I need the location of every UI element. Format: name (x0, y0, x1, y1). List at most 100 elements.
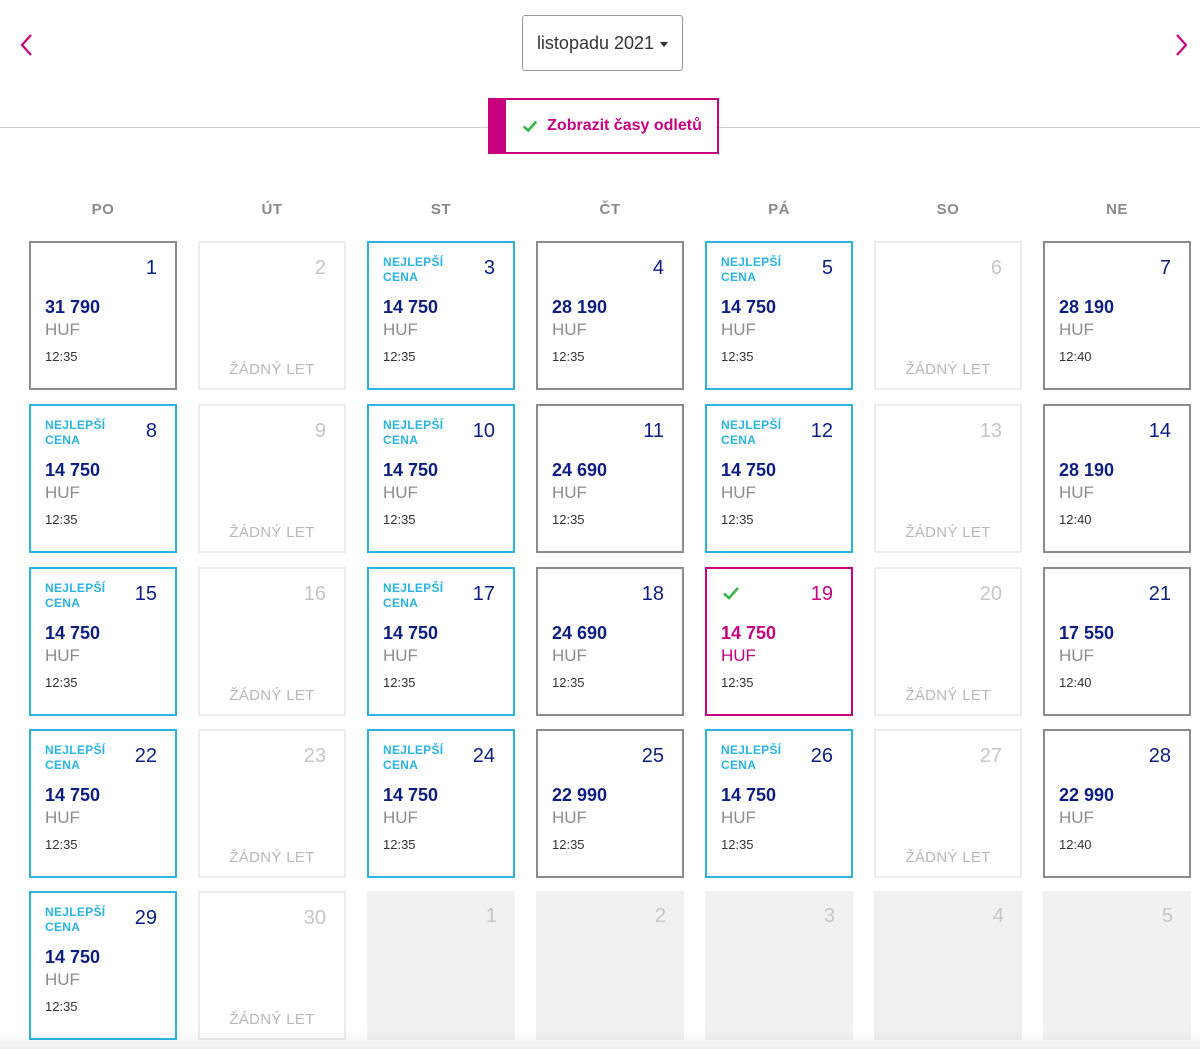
calendar-day[interactable]: NEJLEPŠÍ CENA 29 14 750 HUF 12:35 (29, 891, 177, 1040)
calendar-day[interactable]: 25 22 990 HUF 12:35 (536, 729, 684, 878)
weekday-mon: PO (91, 201, 115, 218)
fare-currency: HUF (552, 483, 587, 502)
day-number: 27 (979, 745, 1002, 767)
departure-time: 12:35 (45, 349, 78, 364)
month-select[interactable]: listopadu 2021 (522, 15, 683, 71)
calendar-day[interactable]: 1 31 790 HUF 12:35 (29, 241, 177, 390)
day-number: 29 (134, 907, 157, 929)
no-flight-label: ŽÁDNÝ LET (229, 687, 315, 704)
departure-time: 12:40 (1059, 512, 1092, 527)
checkmark-icon (522, 120, 538, 133)
day-number: 3 (823, 905, 835, 927)
calendar-day[interactable]: 21 17 550 HUF 12:40 (1043, 567, 1191, 716)
fare-price: 22 990 (1059, 785, 1115, 805)
calendar-day-outside-month: 2 (536, 891, 684, 1040)
fare-currency: HUF (721, 320, 756, 339)
fare-price: 14 750 (45, 623, 101, 643)
no-flight-label: ŽÁDNÝ LET (229, 849, 315, 866)
calendar-day[interactable]: 18 24 690 HUF 12:35 (536, 567, 684, 716)
calendar-day[interactable]: 19 14 750 HUF 12:35 (705, 567, 853, 716)
caret-down-icon (660, 41, 669, 47)
day-number: 15 (134, 583, 157, 605)
fare-currency: HUF (45, 646, 80, 665)
toggle-label: Zobrazit časy odletů (547, 117, 702, 134)
departure-time: 12:35 (383, 837, 416, 852)
show-departure-times-toggle[interactable]: Zobrazit časy odletů (488, 98, 719, 154)
calendar-day[interactable]: NEJLEPŠÍ CENA 10 14 750 HUF 12:35 (367, 404, 515, 553)
next-month-button[interactable] (1166, 30, 1196, 60)
calendar-day[interactable]: 28 22 990 HUF 12:40 (1043, 729, 1191, 878)
calendar-day: 20 ŽÁDNÝ LET (874, 567, 1022, 716)
weekday-fri: PÁ (768, 201, 790, 218)
fare-price: 14 750 (383, 785, 439, 805)
calendar-day[interactable]: NEJLEPŠÍ CENA 12 14 750 HUF 12:35 (705, 404, 853, 553)
calendar-day[interactable]: 14 28 190 HUF 12:40 (1043, 404, 1191, 553)
weekday-wed: ST (430, 201, 452, 218)
calendar-day[interactable]: 4 28 190 HUF 12:35 (536, 241, 684, 390)
chevron-left-icon (20, 34, 32, 56)
fare-currency: HUF (45, 483, 80, 502)
best-price-badge: NEJLEPŠÍ CENA (383, 743, 444, 772)
fare-currency: HUF (383, 483, 418, 502)
fare-price: 14 750 (721, 785, 777, 805)
best-price-badge: NEJLEPŠÍ CENA (45, 743, 106, 772)
calendar-day[interactable]: 11 24 690 HUF 12:35 (536, 404, 684, 553)
day-number: 7 (1159, 257, 1171, 279)
fare-currency: HUF (45, 970, 80, 989)
fare-currency: HUF (721, 646, 756, 665)
day-number: 10 (472, 420, 495, 442)
departure-time: 12:35 (45, 999, 78, 1014)
calendar-day[interactable]: NEJLEPŠÍ CENA 8 14 750 HUF 12:35 (29, 404, 177, 553)
calendar-day[interactable]: NEJLEPŠÍ CENA 3 14 750 HUF 12:35 (367, 241, 515, 390)
day-number: 13 (979, 420, 1002, 442)
calendar-day: 2 ŽÁDNÝ LET (198, 241, 346, 390)
fare-price: 14 750 (721, 460, 777, 480)
fare-price: 14 750 (383, 623, 439, 643)
best-price-badge: NEJLEPŠÍ CENA (721, 743, 782, 772)
no-flight-label: ŽÁDNÝ LET (905, 524, 991, 541)
best-price-badge: NEJLEPŠÍ CENA (721, 255, 782, 284)
month-select-value: listopadu 2021 (536, 32, 655, 53)
fare-currency: HUF (45, 320, 80, 339)
calendar-day: 30 ŽÁDNÝ LET (198, 891, 346, 1040)
calendar-day-outside-month: 4 (874, 891, 1022, 1040)
day-number: 3 (483, 257, 495, 279)
calendar-day: 16 ŽÁDNÝ LET (198, 567, 346, 716)
no-flight-label: ŽÁDNÝ LET (905, 849, 991, 866)
fare-price: 28 190 (552, 297, 608, 317)
calendar-day[interactable]: NEJLEPŠÍ CENA 17 14 750 HUF 12:35 (367, 567, 515, 716)
day-number: 17 (472, 583, 495, 605)
day-number: 30 (303, 907, 326, 929)
fare-price: 14 750 (45, 785, 101, 805)
fare-currency: HUF (1059, 808, 1094, 827)
departure-time: 12:35 (721, 837, 754, 852)
fare-currency: HUF (721, 483, 756, 502)
no-flight-label: ŽÁDNÝ LET (229, 524, 315, 541)
fare-price: 14 750 (45, 460, 101, 480)
fare-currency: HUF (383, 646, 418, 665)
chevron-right-icon (1176, 34, 1188, 56)
calendar-day: 9 ŽÁDNÝ LET (198, 404, 346, 553)
departure-time: 12:35 (721, 512, 754, 527)
no-flight-label: ŽÁDNÝ LET (905, 361, 991, 378)
departure-time: 12:35 (552, 837, 585, 852)
fare-currency: HUF (721, 808, 756, 827)
calendar-day[interactable]: NEJLEPŠÍ CENA 24 14 750 HUF 12:35 (367, 729, 515, 878)
calendar-day[interactable]: NEJLEPŠÍ CENA 22 14 750 HUF 12:35 (29, 729, 177, 878)
day-number: 18 (641, 583, 664, 605)
previous-month-button[interactable] (12, 30, 42, 60)
day-number: 2 (314, 257, 326, 279)
fare-price: 14 750 (45, 947, 101, 967)
day-number: 11 (643, 420, 664, 442)
fare-price: 14 750 (721, 623, 777, 643)
calendar-day[interactable]: 7 28 190 HUF 12:40 (1043, 241, 1191, 390)
calendar-day[interactable]: NEJLEPŠÍ CENA 26 14 750 HUF 12:35 (705, 729, 853, 878)
fare-price: 24 690 (552, 623, 608, 643)
fare-currency: HUF (1059, 646, 1094, 665)
calendar-day[interactable]: NEJLEPŠÍ CENA 5 14 750 HUF 12:35 (705, 241, 853, 390)
day-number: 21 (1148, 583, 1171, 605)
day-number: 6 (990, 257, 1002, 279)
departure-time: 12:40 (1059, 349, 1092, 364)
day-number: 22 (134, 745, 157, 767)
calendar-day[interactable]: NEJLEPŠÍ CENA 15 14 750 HUF 12:35 (29, 567, 177, 716)
